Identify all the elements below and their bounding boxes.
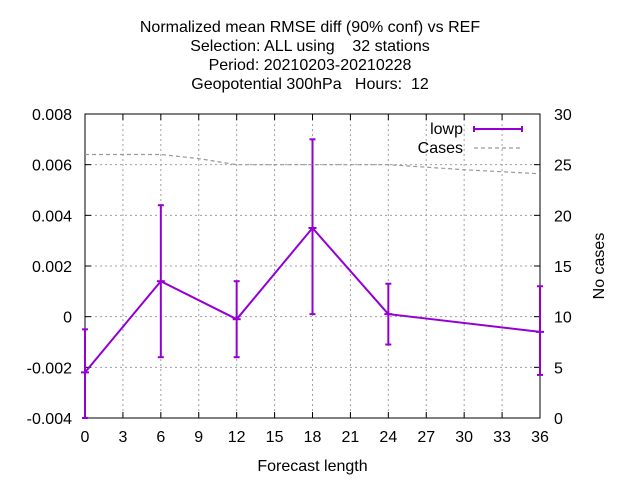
title-line: Selection: ALL using 32 stations bbox=[190, 38, 430, 55]
x-tick-label: 24 bbox=[379, 429, 397, 446]
title-line: Normalized mean RMSE diff (90% conf) vs … bbox=[140, 19, 480, 36]
x-tick-label: 18 bbox=[304, 429, 322, 446]
y2-tick-label: 0 bbox=[554, 411, 563, 428]
title-line: Geopotential 300hPa Hours: 12 bbox=[191, 76, 429, 93]
legend-label: Cases bbox=[418, 140, 463, 157]
x-tick-label: 30 bbox=[455, 429, 473, 446]
x-tick-label: 36 bbox=[531, 429, 549, 446]
cases-line bbox=[85, 153, 541, 175]
y-tick-label: 0 bbox=[63, 310, 72, 327]
x-tick-label: 21 bbox=[342, 429, 360, 446]
x-tick-label: 33 bbox=[493, 429, 511, 446]
x-tick-label: 27 bbox=[417, 429, 435, 446]
y2-tick-label: 30 bbox=[554, 107, 572, 124]
chart-title: Normalized mean RMSE diff (90% conf) vs … bbox=[140, 19, 480, 93]
y-axis: -0.004 -0.002 0 0.002 0.004 0.006 0.008 bbox=[27, 107, 91, 428]
y2-axis-label: No cases bbox=[591, 233, 608, 300]
y2-axis: 0 5 10 15 20 25 30 bbox=[534, 107, 572, 428]
y2-tick-label: 5 bbox=[554, 360, 563, 377]
y2-tick-label: 15 bbox=[554, 259, 572, 276]
series bbox=[81, 138, 544, 419]
x-tick-label: 3 bbox=[118, 429, 127, 446]
y-tick-label: 0.008 bbox=[32, 107, 72, 124]
lowp-line bbox=[84, 226, 541, 374]
x-tick-label: 0 bbox=[81, 429, 90, 446]
y-tick-label: -0.002 bbox=[27, 360, 72, 377]
y2-tick-label: 20 bbox=[554, 208, 572, 225]
y-tick-label: 0.004 bbox=[32, 208, 72, 225]
x-tick-label: 12 bbox=[228, 429, 246, 446]
x-tick-label: 9 bbox=[194, 429, 203, 446]
x-tick-label: 6 bbox=[156, 429, 165, 446]
title-line: Period: 20210203-20210228 bbox=[209, 57, 412, 74]
y2-tick-label: 10 bbox=[554, 310, 572, 327]
y-tick-label: -0.004 bbox=[27, 411, 72, 428]
x-axis: 0 3 6 9 12 15 18 21 24 27 30 33 36 bbox=[81, 114, 549, 446]
y-tick-label: 0.002 bbox=[32, 259, 72, 276]
x-tick-label: 15 bbox=[266, 429, 284, 446]
legend-label: lowp bbox=[430, 121, 463, 138]
y-tick-label: 0.006 bbox=[32, 158, 72, 175]
y2-tick-label: 25 bbox=[554, 158, 572, 175]
x-axis-label: Forecast length bbox=[257, 458, 367, 475]
legend: lowp Cases bbox=[418, 121, 523, 157]
